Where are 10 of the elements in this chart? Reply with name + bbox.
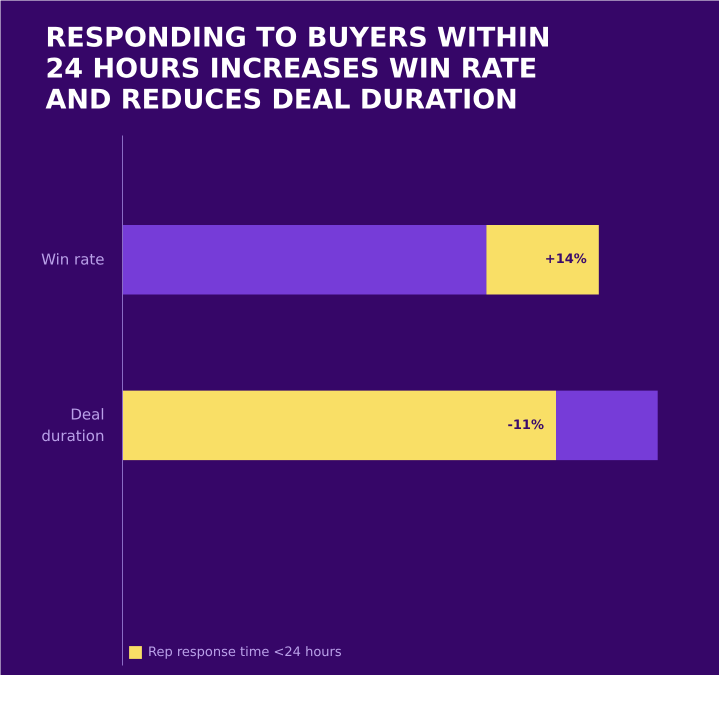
bar	[122, 224, 486, 294]
annotation: +14%	[544, 252, 587, 268]
bar	[122, 390, 556, 460]
annotation: -11%	[507, 418, 544, 433]
chart-title: RESPONDING TO BUYERS WITHIN 24 HOURS INCREASES WIN RATE AND REDUCES DEAL DURATION	[46, 22, 551, 116]
y-tick-label: Win rate	[41, 250, 105, 269]
y-tick-label: Deal duration	[41, 406, 105, 446]
bar	[486, 224, 599, 294]
legend-label: Rep response time <24 hours	[148, 644, 342, 660]
bar	[556, 390, 658, 460]
